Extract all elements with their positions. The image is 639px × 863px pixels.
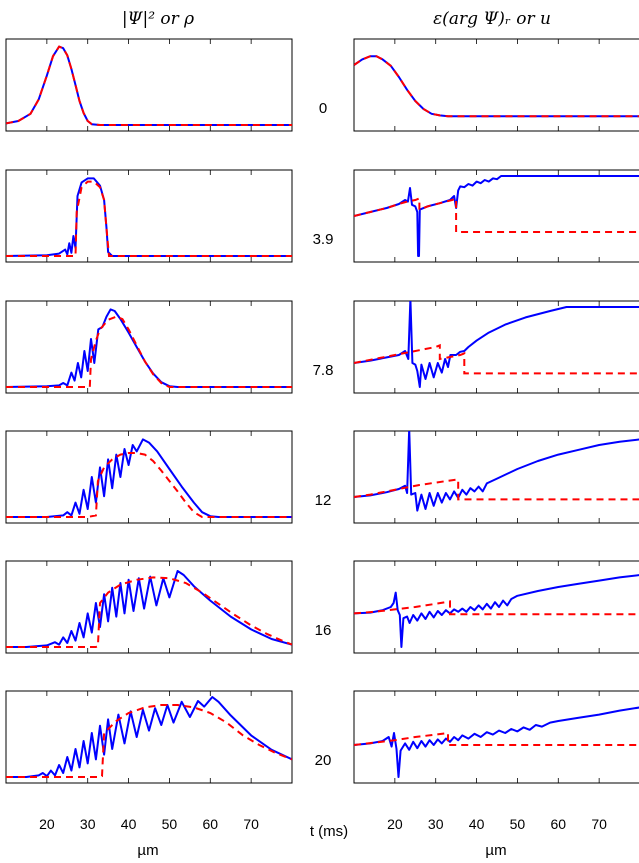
series-line-red-dashed — [6, 452, 292, 518]
series-line-red-dashed — [354, 478, 639, 501]
x-tick-label: 60 — [202, 816, 218, 832]
series-line-red-dashed — [354, 55, 639, 118]
right-column-panel-3 — [353, 430, 639, 524]
left-column-panel-0 — [5, 38, 293, 132]
x-tick-label: 50 — [510, 816, 526, 832]
left-column-panel-1 — [5, 169, 293, 263]
panel-frame — [353, 169, 639, 263]
left-column-panel-4 — [5, 560, 293, 654]
x-tick-label: 30 — [80, 816, 96, 832]
series-line-red-dashed — [6, 576, 292, 648]
series-line-red-dashed — [6, 315, 292, 388]
time-label: 3.9 — [313, 231, 334, 248]
panel-frame — [5, 300, 293, 394]
panel-frame — [353, 690, 639, 784]
series-line-red-dashed — [6, 704, 292, 778]
right-column-panel-5 — [353, 690, 639, 784]
panel-frame — [353, 300, 639, 394]
time-label: 0 — [319, 100, 327, 117]
right-column-panel-1 — [353, 169, 639, 263]
left-x-axis-label: µm — [137, 842, 158, 859]
series-line-red-dashed — [6, 45, 292, 126]
right-column-panel-4 — [353, 560, 639, 654]
series-line-blue — [354, 431, 639, 512]
panel-frame — [5, 560, 293, 654]
x-tick-label: 40 — [121, 816, 137, 832]
series-line-blue — [6, 177, 292, 257]
series-line-blue — [354, 574, 639, 648]
x-tick-label: 20 — [39, 816, 55, 832]
time-axis-label: t (ms) — [310, 823, 348, 840]
series-line-blue — [6, 438, 292, 518]
left-column-header: |Ψ|² or ρ — [122, 9, 194, 29]
left-column-panel-3 — [5, 430, 293, 524]
x-tick-label: 40 — [469, 816, 485, 832]
series-line-red-dashed — [6, 180, 292, 257]
x-tick-label: 60 — [550, 816, 566, 832]
right-x-axis-label: µm — [485, 842, 506, 859]
panel-frame — [5, 38, 293, 132]
panel-grid: 20 30 40 50 60 70 20 30 40 50 60 70 0 3.9 7.8 12 16 20 — [5, 38, 639, 832]
series-line-red-dashed — [354, 196, 639, 233]
series-line-blue — [6, 570, 292, 648]
left-column-panel-5 — [5, 690, 293, 784]
right-column-panel-2 — [353, 300, 639, 394]
x-tick-label: 70 — [243, 816, 259, 832]
left-column-panel-2 — [5, 300, 293, 394]
x-tick-label: 20 — [387, 816, 403, 832]
x-tick-label: 50 — [162, 816, 178, 832]
right-column-panel-0 — [353, 38, 639, 132]
x-tick-label: 70 — [591, 816, 607, 832]
time-label: 16 — [315, 622, 332, 639]
time-label: 7.8 — [313, 362, 334, 379]
series-line-blue — [6, 696, 292, 778]
x-tick-label: 30 — [428, 816, 444, 832]
time-label: 12 — [315, 492, 332, 509]
panel-frame — [5, 430, 293, 524]
series-line-blue — [354, 301, 639, 388]
right-column-header: ε(arg Ψ)ᵣ or u — [433, 9, 551, 29]
panel-frame — [5, 690, 293, 784]
series-line-red-dashed — [354, 731, 639, 746]
series-line-red-dashed — [354, 343, 639, 375]
time-label: 20 — [315, 752, 332, 769]
panel-frame — [5, 169, 293, 263]
series-line-blue — [354, 706, 639, 778]
